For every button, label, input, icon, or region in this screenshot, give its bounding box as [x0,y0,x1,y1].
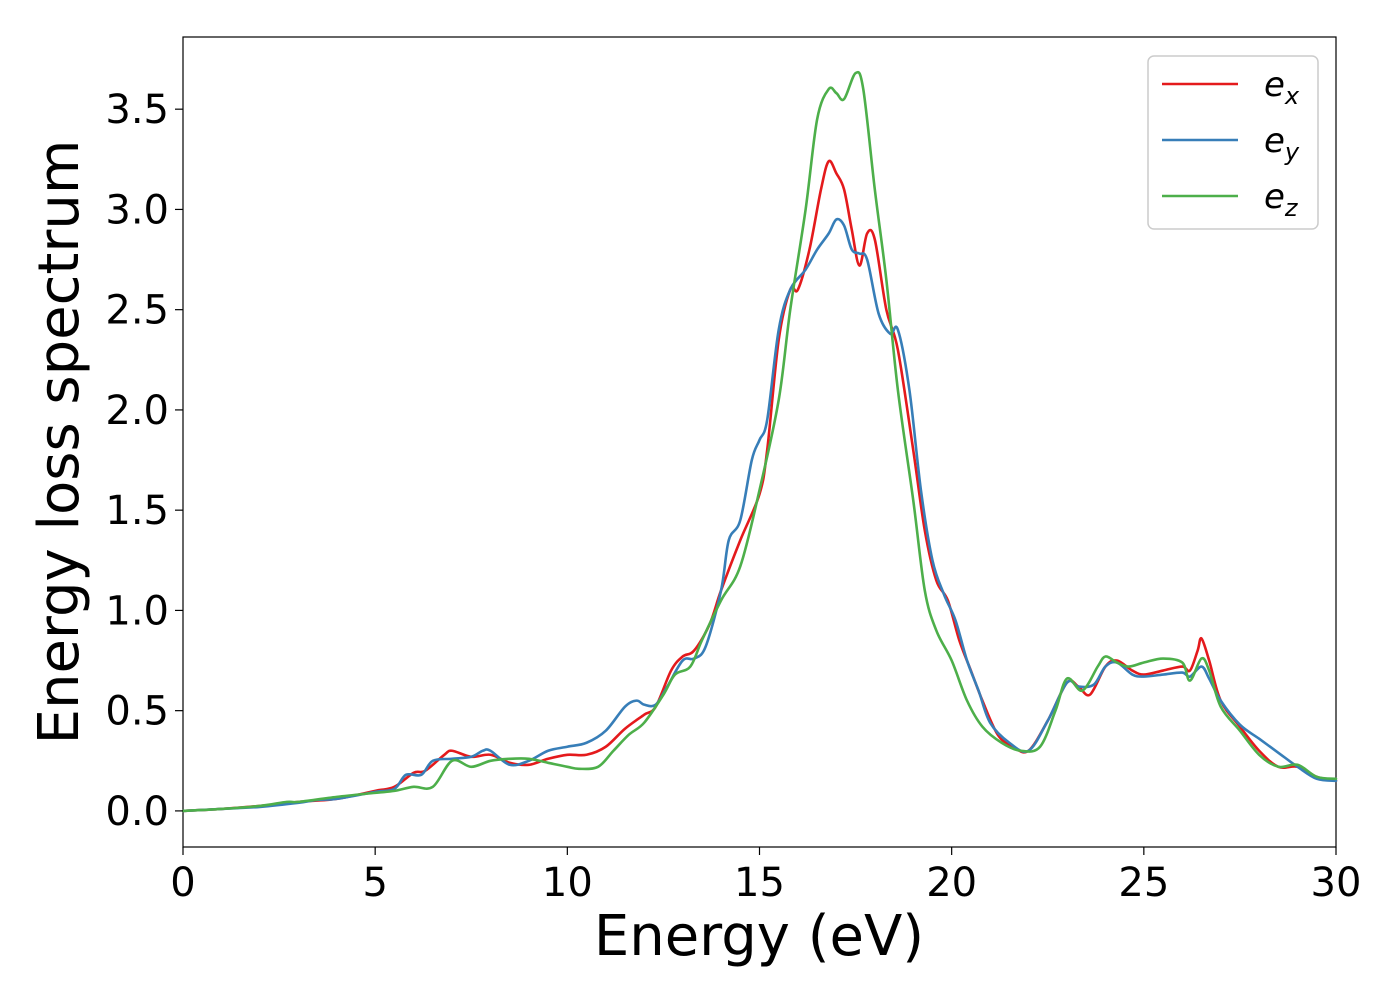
x-tick-label: 0 [170,860,195,906]
x-tick-label: 30 [1311,860,1362,906]
legend-label-subscript: z [1284,194,1299,222]
y-tick-label: 0.0 [105,789,169,835]
series-line-z [181,70,1338,813]
x-tick-label: 20 [926,860,977,906]
x-axis-ticks: 0 5 10 15 20 25 30 [170,847,1361,906]
legend-label-base: e [1264,177,1285,217]
series-layer [181,70,1338,813]
legend-label-subscript: x [1284,82,1300,110]
legend-label-base: e [1264,65,1285,105]
x-tick-label: 25 [1118,860,1169,906]
y-tick-label: 3.5 [105,87,169,133]
legend-label-base: e [1264,121,1285,161]
legend-label-x: ex [1264,65,1300,110]
y-tick-label: 3.0 [105,187,169,233]
y-tick-label: 0.5 [105,689,169,735]
x-tick-label: 5 [362,860,387,906]
y-axis-ticks: 0.0 0.5 1.0 1.5 2.0 2.5 3.0 3.5 [105,87,183,835]
legend-label-subscript: y [1284,138,1300,166]
x-axis-label: Energy (eV) [594,904,924,969]
y-tick-label: 2.5 [105,288,169,334]
legend-box [1147,55,1319,230]
x-tick-label: 15 [734,860,785,906]
legend-label-y: ey [1264,121,1300,166]
y-tick-label: 1.5 [105,488,169,534]
plot-area [181,36,1338,848]
x-tick-label: 10 [542,860,593,906]
y-axis-label: Energy loss spectrum [27,140,92,745]
legend-label-z: ez [1264,177,1299,222]
y-tick-label: 1.0 [105,588,169,634]
y-tick-label: 2.0 [105,388,169,434]
series-line-y [181,217,1338,813]
